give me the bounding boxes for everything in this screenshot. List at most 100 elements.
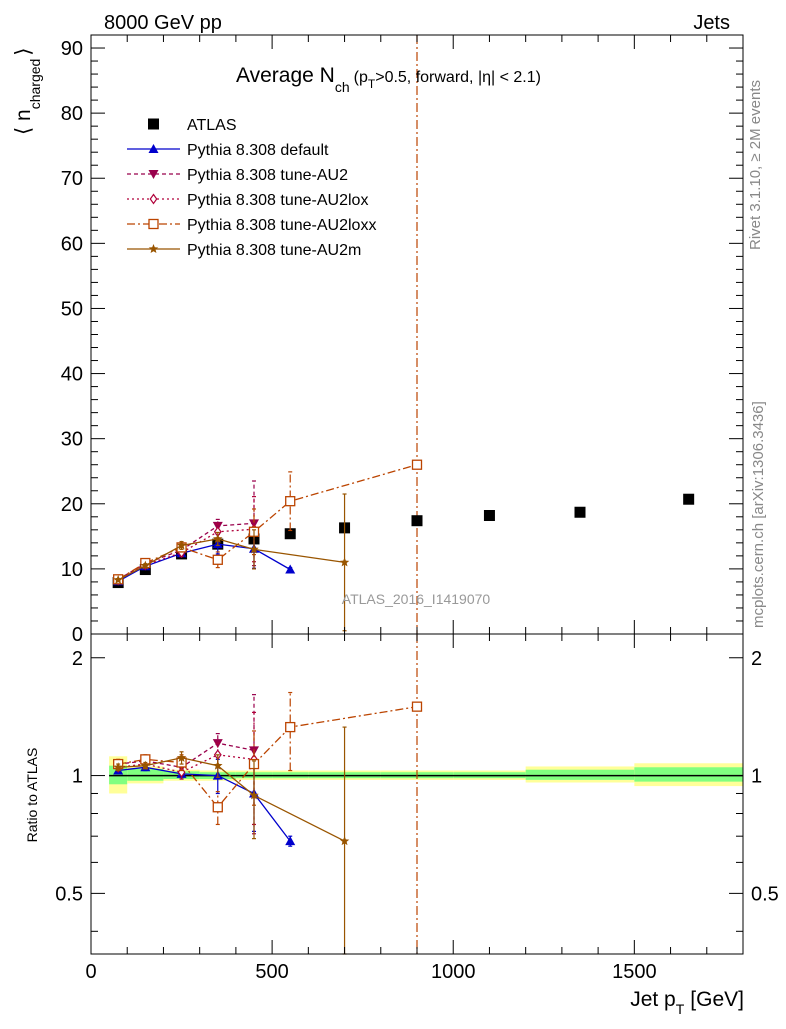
ratio-series-au2loxx [113, 691, 423, 826]
ratio-point-au2loxx [285, 721, 296, 733]
legend-marker-default [148, 144, 159, 153]
main-y-ticks: 0 10 20 30 40 50 60 70 80 90 [61, 34, 743, 646]
series-line-au2m [117, 538, 345, 581]
legend-item-atlas: ATLAS [148, 117, 237, 134]
main-title-paren: (p [354, 69, 368, 86]
main-y-tick-label: 60 [61, 233, 83, 255]
ratio-line-au2lox [118, 754, 255, 773]
header-right: Jets [693, 12, 730, 34]
data-point-au2m [213, 533, 223, 543]
header-left: 8000 GeV pp [104, 12, 222, 34]
ratio-point-au2m [249, 790, 259, 800]
ratio-y-ticks: 0.5 0.5 1 1 2 2 [55, 648, 779, 932]
legend-label-default: Pythia 8.308 default [187, 142, 329, 159]
legend-item-au2loxx: Pythia 8.308 tune-AU2loxx [127, 217, 376, 234]
main-title-sub: ch [335, 79, 350, 95]
main-y-tick-label: 10 [61, 559, 83, 581]
main-x-ticks [90, 35, 744, 634]
ratio-line-default [118, 766, 291, 842]
legend-item-au2m: Pythia 8.308 tune-AU2m [127, 242, 361, 259]
main-title-paren-sub: T [368, 77, 376, 91]
main-y-tick-label: 30 [61, 429, 83, 451]
x-axis-label-unit: [GeV] [690, 988, 744, 1011]
series-default [113, 528, 296, 586]
ratio-point-default [285, 836, 296, 846]
legend-marker-au2m [148, 244, 159, 254]
x-axis-label: Jet pT [GeV] [630, 988, 744, 1017]
legend-marker-au2lox [149, 193, 158, 205]
ratio-band-inner [634, 767, 743, 782]
legend-item-default: Pythia 8.308 default [127, 142, 329, 159]
main-y-tick-label: 40 [61, 364, 83, 386]
x-tick-label: 1500 [612, 961, 657, 983]
ratio-point-au2m [176, 752, 187, 762]
data-point-au2loxx [411, 459, 423, 470]
data-point-au2m [249, 544, 259, 554]
main-ylabel-text: ⟨ n [12, 109, 35, 135]
ratio-band-inner [525, 769, 635, 780]
data-point-atlas [483, 510, 495, 522]
legend-label-au2lox: Pythia 8.308 tune-AU2lox [187, 192, 368, 209]
x-axis-label-text: Jet p [630, 988, 676, 1011]
main-ylabel-close: ⟩ [12, 47, 35, 55]
ratio-y-tick-label: 0.5 [55, 883, 83, 905]
main-panel: 0 10 20 30 40 50 60 70 80 90 Average Nch(pT>0.5, … [12, 34, 744, 646]
data-point-au2m [113, 574, 123, 584]
series-line-default [117, 543, 291, 582]
main-ylabel-sub: charged [27, 59, 43, 110]
main-y-tick-label: 90 [61, 38, 83, 60]
ratio-point-au2loxx [212, 802, 223, 813]
ratio-y-tick-label: 2 [72, 648, 83, 670]
main-y-tick-label: 0 [72, 624, 83, 646]
ratio-y-tick-label-right: 2 [751, 648, 762, 670]
ratio-point-au2m [339, 836, 350, 846]
mcplots-label: mcplots.cern.ch [arXiv:1306.3436] [750, 401, 767, 628]
data-point-atlas [683, 493, 695, 505]
legend: ATLAS Pythia 8.308 default Pythia 8.308 tu… [127, 117, 376, 259]
main-y-tick-label: 70 [61, 168, 83, 190]
ratio-point-au2m [113, 762, 123, 772]
legend-label-au2m: Pythia 8.308 tune-AU2m [187, 242, 361, 259]
series-atlas [112, 493, 695, 589]
data-point-atlas [574, 506, 586, 518]
data-point-au2loxx [212, 554, 223, 565]
legend-marker-atlas [148, 118, 159, 130]
data-point-au2m [176, 540, 187, 550]
ratio-line-au2m [118, 757, 345, 842]
legend-label-atlas: ATLAS [187, 117, 237, 134]
legend-label-au2: Pythia 8.308 tune-AU2 [187, 167, 348, 184]
data-point-atlas [284, 528, 296, 540]
data-point-au2m [339, 557, 350, 567]
ratio-y-tick-label: 1 [72, 766, 83, 788]
ratio-point-au2m [140, 760, 151, 770]
main-title-text: Average N [236, 64, 335, 87]
main-y-tick-label: 50 [61, 298, 83, 320]
data-point-atlas [411, 515, 423, 527]
legend-marker-au2loxx [148, 218, 159, 230]
main-y-tick-label: 20 [61, 494, 83, 516]
ratio-point-au2m [213, 760, 223, 770]
x-tick-label: 0 [85, 961, 96, 983]
main-ylabel: ⟨ ncharged ⟩ [12, 47, 43, 135]
x-tick-label: 1000 [431, 961, 476, 983]
main-title: Average Nch(pT>0.5, forward, |η| < 2.1) [236, 64, 541, 95]
legend-marker-au2 [148, 170, 159, 179]
ratio-y-tick-label-right: 1 [751, 766, 762, 788]
ratio-point-au2loxx [411, 701, 423, 712]
ratio-y-tick-label-right: 0.5 [751, 883, 779, 905]
ratio-ylabel: Ratio to ATLAS [24, 748, 40, 843]
series-au2loxx [113, 459, 423, 585]
data-point-default [285, 564, 296, 574]
rivet-label: Rivet 3.1.10, ≥ 2M events [747, 80, 764, 250]
ratio-line-au2loxx [118, 706, 418, 809]
data-point-au2loxx [285, 496, 296, 507]
main-y-tick-label: 80 [61, 103, 83, 125]
main-title-rest: >0.5, forward, |η| < 2.1) [375, 69, 541, 86]
analysis-watermark: ATLAS_2016_I1419070 [342, 591, 491, 607]
legend-item-au2lox: Pythia 8.308 tune-AU2lox [127, 192, 368, 209]
legend-label-au2loxx: Pythia 8.308 tune-AU2loxx [187, 217, 376, 234]
data-point-au2m [140, 560, 151, 570]
ratio-panel: 0.5 0.5 1 1 2 2 0 500 1000 1500 Ratio to ATLAS J… [24, 633, 779, 1017]
x-tick-label: 500 [255, 961, 288, 983]
